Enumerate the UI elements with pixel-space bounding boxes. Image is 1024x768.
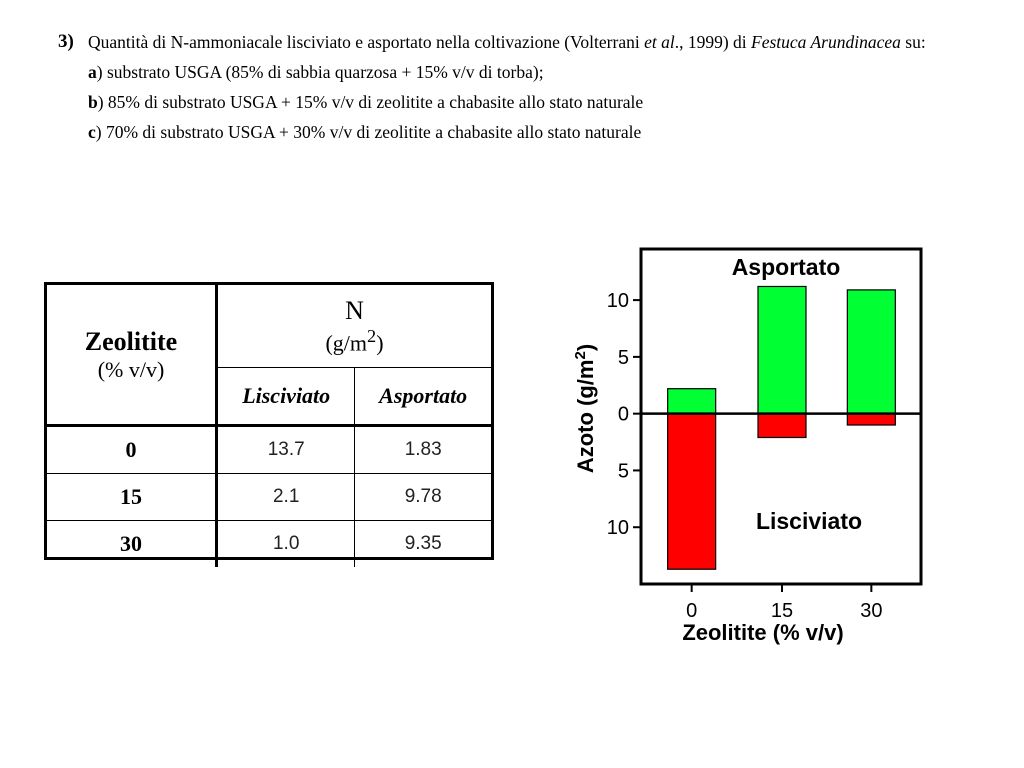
y-tick-label: 5 [618, 347, 629, 369]
lisciviato-value: 1.0 [215, 520, 356, 567]
species-name: Festuca Arundinacea [751, 32, 901, 52]
table-row: 15 2.1 9.78 [47, 473, 491, 521]
y-tick-label: 0 [618, 404, 629, 426]
bar-asportato-0 [667, 388, 717, 415]
treatment-text: ) 70% di substrato USGA + 30% v/v di zeo… [95, 122, 642, 142]
bar-asportato-30 [846, 289, 896, 415]
n-title: N [345, 295, 364, 325]
n-header: N (g/m2) [216, 285, 491, 368]
bar-lisciviato-30 [846, 413, 896, 426]
lisciviato-value: 2.1 [215, 473, 356, 521]
zeolitite-value: 30 [47, 520, 218, 567]
nitrogen-table-grid: Zeolitite (% v/v) N (g/m2) Lisciviato As… [47, 285, 491, 567]
asportato-header: Asportato [354, 367, 491, 426]
description-text: Quantità di N-ammoniacale lisciviato e a… [88, 32, 645, 52]
y-axis-label: Azoto (g/m2) [572, 344, 598, 473]
n-unit-sup: 2 [367, 325, 377, 346]
treatment-letter: b [88, 92, 98, 112]
y-tick-label: 5 [618, 460, 629, 482]
bar-asportato-15 [757, 285, 807, 415]
chart-svg: 10 5 0 5 10 0 15 30 Zeolitite (% v/v) Azoto (g/m2… [572, 247, 923, 645]
zeolitite-value: 0 [47, 424, 218, 474]
n-unit-end: ) [376, 330, 384, 356]
x-tick-label: 0 [686, 600, 697, 622]
treatment-letter: a [88, 62, 97, 82]
zeolitite-header: Zeolitite (% v/v) [47, 285, 218, 426]
description-block: 3) Quantità di N-ammoniacale lisciviato … [58, 27, 998, 147]
zeolitite-title: Zeolitite [84, 326, 178, 356]
asportato-value: 9.78 [354, 473, 491, 521]
annotation-asportato: Asportato [732, 254, 841, 280]
treatment-letter: c [88, 122, 96, 142]
y-tick-label: 10 [607, 517, 629, 539]
table-row: 0 13.7 1.83 [47, 424, 491, 474]
asportato-value: 1.83 [354, 424, 491, 474]
table-row: 30 1.0 9.35 [47, 520, 491, 567]
nitrogen-bar-chart: 10 5 0 5 10 0 15 30 Zeolitite (% v/v) Azoto (g/m2… [560, 240, 940, 650]
nitrogen-table: Zeolitite (% v/v) N (g/m2) Lisciviato As… [44, 282, 494, 567]
lisciviato-header: Lisciviato [216, 367, 356, 426]
description-paragraph: Quantità di N-ammoniacale lisciviato e a… [88, 27, 998, 57]
treatment-a: a) substrato USGA (85% di sabbia quarzos… [88, 57, 998, 87]
n-unit-base: (g/m [325, 330, 368, 356]
treatment-c: c) 70% di substrato USGA + 30% v/v di ze… [88, 117, 998, 147]
x-axis-label: Zeolitite (% v/v) [682, 620, 843, 645]
lisciviato-value: 13.7 [215, 424, 356, 474]
description-text-3: su: [900, 32, 926, 52]
annotation-lisciviato: Lisciviato [756, 508, 862, 534]
treatment-b: b) 85% di substrato USGA + 15% v/v di ze… [88, 87, 998, 117]
zeolitite-value: 15 [47, 473, 218, 521]
asportato-value: 9.35 [354, 520, 491, 567]
description-text-2: ., 1999) di [674, 32, 752, 52]
treatment-text: ) substrato USGA (85% di sabbia quarzosa… [96, 62, 544, 82]
n-unit: (g/m2) [218, 326, 491, 356]
bar-lisciviato-0 [667, 413, 717, 570]
description-etal: et al [644, 32, 675, 52]
y-tick-label: 10 [607, 290, 629, 312]
bar-lisciviato-15 [757, 413, 807, 439]
x-tick-label: 15 [771, 600, 793, 622]
zeolitite-unit: (% v/v) [97, 356, 165, 382]
item-number: 3) [58, 31, 74, 52]
x-tick-label: 30 [860, 600, 882, 622]
treatment-text: ) 85% di substrato USGA + 15% v/v di zeo… [97, 92, 644, 112]
